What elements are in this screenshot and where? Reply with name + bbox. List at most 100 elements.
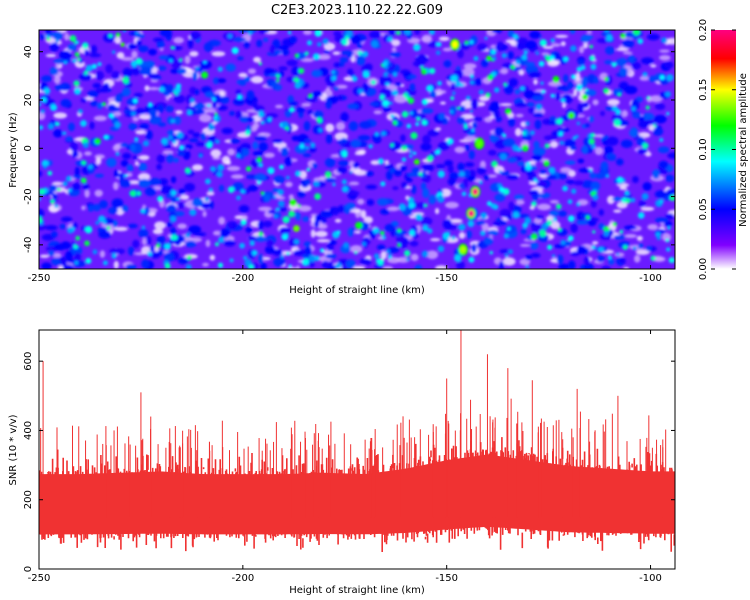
- heatmap-cell: [278, 45, 289, 51]
- heatmap-peak-cell: [469, 74, 475, 79]
- heatmap-peak-cell: [179, 58, 183, 62]
- heatmap-cell: [54, 83, 66, 91]
- heatmap-peak-cell: [284, 126, 289, 131]
- heatmap-peak-cell: [370, 79, 377, 86]
- heatmap-peak-cell: [437, 195, 445, 203]
- heatmap-low-cell: [132, 116, 140, 122]
- heatmap-y-axis: -40 -20 0 20 40: [23, 45, 675, 253]
- heatmap-cell: [476, 43, 488, 52]
- heatmap-low-cell: [212, 230, 222, 236]
- heatmap-peak-cell: [294, 170, 302, 177]
- heatmap-peak-cell: [467, 220, 475, 228]
- heatmap-cell: [262, 37, 269, 43]
- heatmap-cell: [406, 177, 413, 183]
- heatmap-peak-cell: [114, 121, 122, 129]
- heatmap-cell: [411, 184, 417, 195]
- heatmap-cell: [324, 157, 336, 168]
- heatmap-cell: [150, 251, 161, 259]
- heatmap-low-cell: [421, 34, 433, 43]
- heatmap-peak-cell: [613, 119, 621, 127]
- heatmap-cell: [291, 135, 300, 142]
- heatmap-low-cell: [619, 186, 628, 190]
- heatmap-cell: [313, 110, 324, 119]
- heatmap-cell: [663, 61, 674, 69]
- heatmap-low-cell: [81, 205, 86, 211]
- heatmap-peak-cell: [661, 37, 668, 44]
- heatmap-cell: [41, 75, 53, 83]
- heatmap-peak-cell: [531, 201, 537, 207]
- heatmap-cell: [565, 160, 576, 165]
- heatmap-cell: [337, 95, 344, 101]
- heatmap-cell: [258, 253, 264, 264]
- heatmap-low-cell: [310, 229, 316, 238]
- heatmap-cell: [130, 144, 136, 153]
- heatmap-low-cell: [613, 209, 622, 213]
- heatmap-peak-cell: [286, 251, 290, 256]
- heatmap-cell: [258, 30, 267, 34]
- heatmap-low-cell: [114, 226, 128, 232]
- heatmap-cell: [67, 122, 75, 132]
- heatmap-peak-cell: [453, 254, 462, 262]
- heatmap-cell: [50, 231, 58, 238]
- heatmap-peak-cell: [341, 185, 349, 193]
- heatmap-peak-cell: [478, 180, 483, 185]
- heatmap-peak-cell: [544, 143, 550, 149]
- heatmap-peak-cell: [257, 110, 265, 118]
- heatmap-cell: [652, 169, 660, 180]
- heatmap-low-cell: [592, 99, 599, 106]
- heatmap-peak-cell: [288, 264, 292, 269]
- heatmap-peak-cell: [140, 208, 146, 214]
- heatmap-cell: [525, 40, 537, 50]
- heatmap-peak-cell: [314, 255, 321, 261]
- heatmap-cell: [480, 59, 489, 68]
- heatmap-low-cell: [204, 108, 217, 113]
- heatmap-cell: [494, 193, 506, 202]
- heatmap-cell: [59, 223, 66, 230]
- heatmap-low-cell: [191, 164, 204, 171]
- heatmap-peak-cell: [55, 121, 60, 127]
- heatmap-cell: [111, 198, 124, 209]
- heatmap-cell: [269, 45, 276, 55]
- heatmap-cell: [565, 179, 575, 185]
- heatmap-cell: [409, 240, 419, 247]
- heatmap-x-label: Height of straight line (km): [289, 285, 425, 296]
- heatmap-peak-cell: [190, 98, 196, 104]
- heatmap-peak-cell: [490, 49, 497, 56]
- heatmap-cell: [382, 106, 392, 112]
- heatmap-peak-cell: [555, 117, 564, 126]
- heatmap-peak-cell: [286, 175, 290, 180]
- heatmap-peak-cell: [73, 80, 80, 87]
- heatmap-peak-cell: [409, 111, 413, 115]
- heatmap-low-cell: [409, 215, 417, 219]
- heatmap-cell: [252, 141, 259, 150]
- heatmap-low-cell: [51, 181, 63, 186]
- heatmap-cell: [159, 178, 169, 186]
- heatmap-peak-cell: [548, 166, 556, 174]
- heatmap-cell: [203, 42, 214, 53]
- heatmap-peak-cell: [67, 188, 72, 193]
- heatmap-low-cell: [594, 134, 605, 138]
- heatmap-low-cell: [555, 34, 569, 39]
- heatmap-peak-cell: [616, 176, 624, 184]
- heatmap-cell: [262, 220, 273, 228]
- y-tick-label: -20: [23, 188, 34, 204]
- heatmap-cell: [254, 135, 268, 141]
- heatmap-cell: [491, 30, 503, 34]
- heatmap-peak-cell: [611, 105, 619, 112]
- heatmap-cell: [667, 152, 675, 159]
- heatmap-peak-cell: [437, 245, 445, 253]
- heatmap-peak-cell: [576, 121, 581, 126]
- heatmap-peak-cell: [546, 219, 553, 226]
- heatmap-cell: [157, 65, 167, 71]
- heatmap-peak-cell: [200, 71, 209, 79]
- heatmap-cell: [333, 62, 340, 68]
- heatmap-peak-cell: [248, 264, 254, 269]
- heatmap-peak-cell: [607, 255, 612, 260]
- heatmap-peak-cell: [345, 30, 354, 38]
- heatmap-cell: [53, 129, 63, 138]
- heatmap-peak-cell: [62, 131, 67, 136]
- heatmap-peak-cell: [406, 257, 410, 262]
- heatmap-cell: [273, 257, 286, 267]
- colorbar-tick-label: 0.05: [698, 198, 709, 220]
- heatmap-peak-cell: [403, 250, 411, 257]
